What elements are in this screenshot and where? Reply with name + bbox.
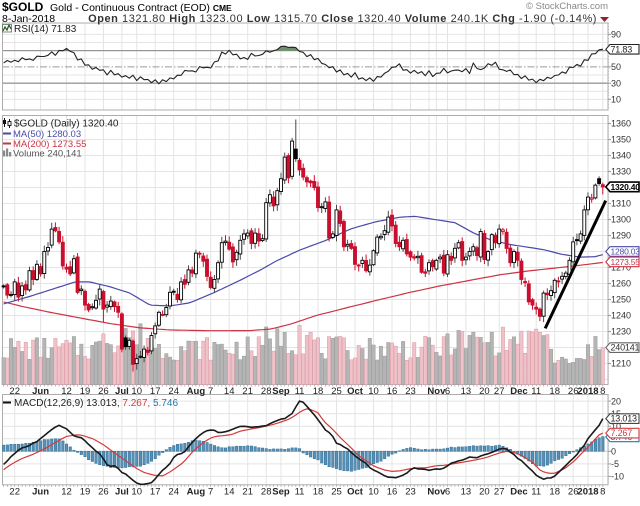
svg-text:1300: 1300 — [611, 215, 631, 225]
svg-text:1350: 1350 — [611, 135, 631, 145]
svg-text:2018: 2018 — [577, 486, 598, 497]
svg-text:1240: 1240 — [611, 311, 631, 321]
svg-text:1340: 1340 — [611, 151, 631, 161]
svg-text:14: 14 — [224, 386, 235, 397]
svg-text:Jul: Jul — [115, 486, 129, 497]
svg-text:Sep: Sep — [272, 386, 290, 397]
svg-text:8-Jan-2018: 8-Jan-2018 — [2, 13, 55, 25]
svg-text:13: 13 — [461, 386, 472, 397]
svg-text:Oct: Oct — [347, 486, 364, 497]
svg-text:10: 10 — [131, 386, 142, 397]
svg-text:6: 6 — [445, 486, 450, 497]
svg-text:1260: 1260 — [611, 279, 631, 289]
svg-text:28: 28 — [261, 386, 272, 397]
svg-text:$GOLD: $GOLD — [2, 0, 44, 14]
svg-text:25: 25 — [331, 486, 342, 497]
svg-text:19: 19 — [80, 486, 91, 497]
svg-text:Volume 240,141: Volume 240,141 — [13, 149, 82, 160]
svg-text:10: 10 — [368, 486, 379, 497]
svg-text:10: 10 — [368, 386, 379, 397]
svg-text:14: 14 — [224, 486, 235, 497]
svg-text:90: 90 — [611, 30, 621, 40]
svg-text:240141: 240141 — [611, 343, 640, 353]
svg-text:1360: 1360 — [611, 119, 631, 129]
svg-text:2018: 2018 — [577, 386, 598, 397]
svg-text:$GOLD (Daily) 1320.40: $GOLD (Daily) 1320.40 — [14, 119, 119, 130]
svg-text:Jun: Jun — [32, 386, 49, 397]
svg-text:© StockCharts.com: © StockCharts.com — [526, 1, 608, 12]
svg-text:20: 20 — [479, 386, 490, 397]
svg-text:11: 11 — [295, 486, 305, 497]
svg-text:28: 28 — [261, 486, 272, 497]
svg-text:12: 12 — [61, 386, 72, 397]
svg-text:17: 17 — [150, 486, 161, 497]
svg-text:Oct: Oct — [347, 386, 364, 397]
svg-text:16: 16 — [387, 486, 398, 497]
svg-text:-10: -10 — [611, 472, 624, 482]
svg-text:7: 7 — [208, 486, 213, 497]
svg-text:6: 6 — [445, 386, 450, 397]
svg-text:18: 18 — [313, 486, 324, 497]
svg-text:17: 17 — [150, 386, 161, 397]
svg-text:0: 0 — [611, 447, 616, 457]
svg-text:22: 22 — [9, 386, 20, 397]
svg-text:8: 8 — [600, 386, 605, 397]
svg-text:20: 20 — [611, 396, 621, 406]
svg-text:10: 10 — [131, 486, 142, 497]
svg-text:24: 24 — [168, 386, 179, 397]
svg-text:11: 11 — [295, 386, 305, 397]
svg-text:1273.55: 1273.55 — [611, 257, 640, 267]
svg-text:Jun: Jun — [32, 486, 49, 497]
svg-text:MACD(12,26,9) 13.013, 7.267, 5: MACD(12,26,9) 13.013, 7.267, 5.746 — [14, 398, 178, 409]
svg-text:18: 18 — [549, 486, 560, 497]
svg-text:26: 26 — [98, 486, 109, 497]
svg-text:1230: 1230 — [611, 327, 631, 337]
svg-text:-5: -5 — [611, 459, 619, 469]
svg-text:1280.03: 1280.03 — [611, 247, 640, 257]
svg-text:7.267: 7.267 — [611, 428, 633, 438]
svg-text:1290: 1290 — [611, 231, 631, 241]
svg-text:22: 22 — [9, 486, 20, 497]
svg-text:13: 13 — [461, 486, 472, 497]
svg-text:25: 25 — [331, 386, 342, 397]
svg-text:18: 18 — [549, 386, 560, 397]
svg-text:Dec: Dec — [510, 386, 527, 397]
svg-text:11: 11 — [531, 486, 541, 497]
svg-text:7: 7 — [208, 386, 213, 397]
svg-text:Aug: Aug — [187, 386, 206, 397]
svg-text:10: 10 — [611, 95, 621, 105]
svg-text:23: 23 — [405, 386, 416, 397]
svg-text:8: 8 — [600, 486, 605, 497]
svg-text:1330: 1330 — [611, 167, 631, 177]
svg-text:50: 50 — [611, 62, 621, 72]
svg-text:Nov: Nov — [427, 486, 446, 497]
svg-text:71.83: 71.83 — [611, 44, 633, 54]
svg-text:27: 27 — [494, 386, 505, 397]
svg-text:1250: 1250 — [611, 295, 631, 305]
svg-text:30: 30 — [611, 78, 621, 88]
svg-text:12: 12 — [61, 486, 72, 497]
svg-text:20: 20 — [479, 486, 490, 497]
svg-text:RSI(14) 71.83: RSI(14) 71.83 — [14, 24, 77, 35]
svg-text:27: 27 — [494, 486, 505, 497]
svg-text:23: 23 — [405, 486, 416, 497]
svg-text:18: 18 — [313, 386, 324, 397]
svg-text:Aug: Aug — [187, 486, 206, 497]
svg-text:19: 19 — [80, 386, 91, 397]
svg-text:26: 26 — [98, 386, 109, 397]
svg-text:21: 21 — [242, 386, 253, 397]
svg-text:Nov: Nov — [427, 386, 446, 397]
svg-text:Jul: Jul — [115, 386, 129, 397]
svg-text:11: 11 — [531, 386, 541, 397]
svg-text:21: 21 — [242, 486, 253, 497]
svg-text:1320.40: 1320.40 — [611, 182, 640, 192]
svg-text:13.013: 13.013 — [611, 414, 638, 424]
svg-text:16: 16 — [387, 386, 398, 397]
svg-text:Sep: Sep — [272, 486, 290, 497]
svg-text:1210: 1210 — [611, 359, 631, 369]
svg-text:1310: 1310 — [611, 199, 631, 209]
svg-text:Open 1321.80 High 1323.00 Low: Open 1321.80 High 1323.00 Low 1315.70 Cl… — [88, 13, 597, 25]
svg-text:24: 24 — [168, 486, 179, 497]
svg-text:Dec: Dec — [510, 486, 527, 497]
